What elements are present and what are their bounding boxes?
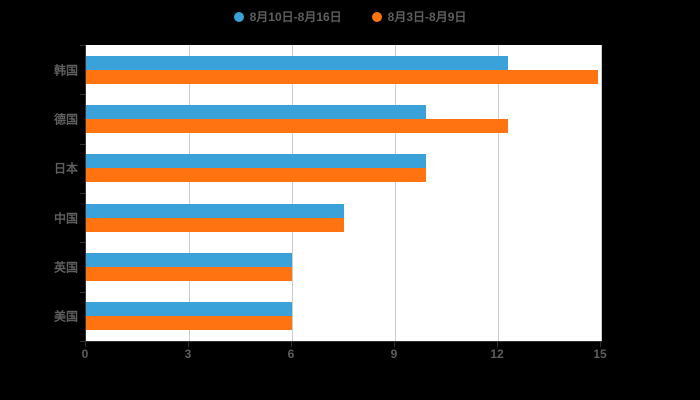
x-axis-tick: [291, 342, 292, 347]
x-axis-tick-label: 15: [593, 347, 607, 361]
bar-series1-日本: [86, 154, 426, 169]
gridline: [188, 45, 190, 341]
x-axis-tick-label: 6: [287, 347, 295, 361]
bar-series1-英国: [86, 253, 292, 267]
y-axis-tick: [80, 144, 85, 145]
y-axis-tick: [80, 193, 85, 194]
category-label: 英国: [53, 260, 78, 275]
bar-series2-美国: [86, 316, 292, 331]
x-axis-tick-label: 3: [184, 347, 192, 361]
x-axis-tick-label: 9: [390, 347, 398, 361]
gridline: [600, 45, 602, 341]
gridline: [497, 45, 499, 341]
x-axis-tick: [188, 342, 189, 347]
x-axis-tick: [85, 342, 86, 347]
y-axis-tick: [80, 45, 85, 46]
x-axis-tick-label: 0: [81, 347, 89, 361]
x-axis-tick-label: 12: [490, 347, 504, 361]
category-label: 德国: [53, 112, 78, 127]
y-axis-tick: [80, 242, 85, 243]
bar-series1-德国: [86, 105, 426, 119]
legend-item-series1[interactable]: 8月10日-8月16日: [233, 8, 342, 25]
legend-marker-icon: [233, 11, 244, 22]
gridline: [394, 45, 396, 341]
category-label: 韩国: [53, 63, 78, 78]
category-label: 中国: [53, 211, 78, 226]
x-axis-tick: [600, 342, 601, 347]
x-axis-tick: [394, 342, 395, 347]
legend-marker-icon: [371, 11, 382, 22]
y-axis-tick: [80, 94, 85, 95]
category-label: 美国: [53, 309, 78, 324]
legend-label: 8月3日-8月9日: [387, 10, 467, 24]
legend-item-series2[interactable]: 8月3日-8月9日: [371, 8, 467, 25]
plot-area: [86, 45, 602, 341]
bar-series2-韩国: [86, 69, 598, 84]
bar-series2-中国: [86, 217, 344, 232]
bar-series2-德国: [86, 119, 509, 133]
x-axis-line: [85, 341, 602, 342]
legend: 8月10日-8月16日 8月3日-8月9日: [0, 8, 700, 25]
gridline: [291, 45, 293, 341]
y-axis-tick: [80, 292, 85, 293]
bar-series1-韩国: [86, 55, 509, 70]
x-axis-tick: [497, 342, 498, 347]
bar-series2-日本: [86, 168, 426, 183]
category-label: 日本: [53, 161, 78, 176]
y-axis-line: [85, 45, 86, 342]
y-axis-tick: [80, 341, 85, 342]
bar-series1-中国: [86, 203, 344, 218]
bar-series2-英国: [86, 267, 292, 281]
legend-label: 8月10日-8月16日: [249, 10, 342, 24]
bar-series1-美国: [86, 302, 292, 317]
